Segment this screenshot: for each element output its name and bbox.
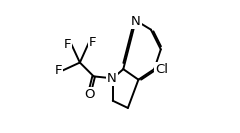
Text: F: F <box>89 36 96 49</box>
Text: F: F <box>55 64 63 77</box>
Text: Cl: Cl <box>155 63 168 76</box>
Text: O: O <box>84 88 94 101</box>
Text: N: N <box>107 72 117 85</box>
Text: N: N <box>131 15 141 28</box>
Text: F: F <box>64 38 71 51</box>
